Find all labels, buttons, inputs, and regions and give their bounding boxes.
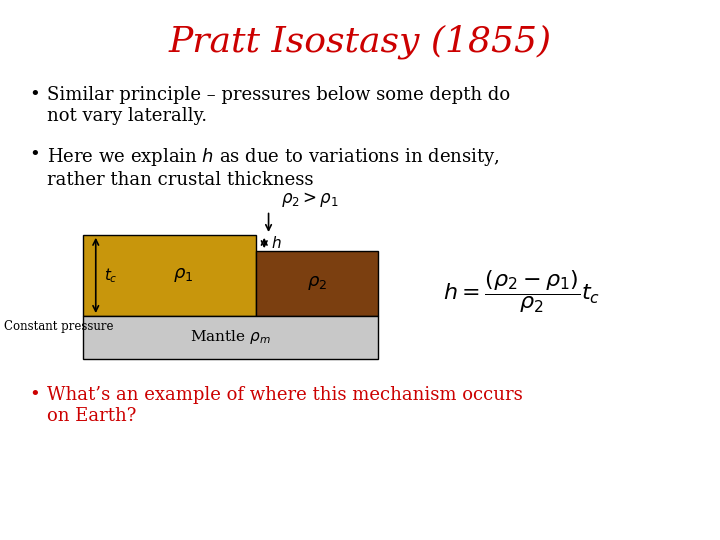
Text: Mantle $\rho_m$: Mantle $\rho_m$ [190,328,271,347]
Bar [256,251,378,316]
Text: $h = \dfrac{(\rho_2 - \rho_1)}{\rho_2} t_c$: $h = \dfrac{(\rho_2 - \rho_1)}{\rho_2} t… [444,268,600,315]
Text: $\rho_2$: $\rho_2$ [307,274,327,293]
Text: $\rho_1$: $\rho_1$ [174,266,194,285]
Text: •: • [29,146,40,164]
Text: Pratt Isostasy (1855): Pratt Isostasy (1855) [168,24,552,59]
Text: Similar principle – pressures below some depth do
not vary laterally.: Similar principle – pressures below some… [47,86,510,125]
Text: •: • [29,386,40,404]
Text: •: • [29,86,40,104]
Text: $\rho_2 > \rho_1$: $\rho_2 > \rho_1$ [281,190,338,209]
Text: $h$: $h$ [271,235,282,251]
Text: What’s an example of where this mechanism occurs
on Earth?: What’s an example of where this mechanis… [47,386,523,425]
Text: Here we explain $h$ as due to variations in density,
rather than crustal thickne: Here we explain $h$ as due to variations… [47,146,500,188]
Text: Constant pressure: Constant pressure [4,320,113,333]
Text: $t_c$: $t_c$ [104,266,118,285]
Bar [83,235,256,316]
Bar [83,316,378,359]
